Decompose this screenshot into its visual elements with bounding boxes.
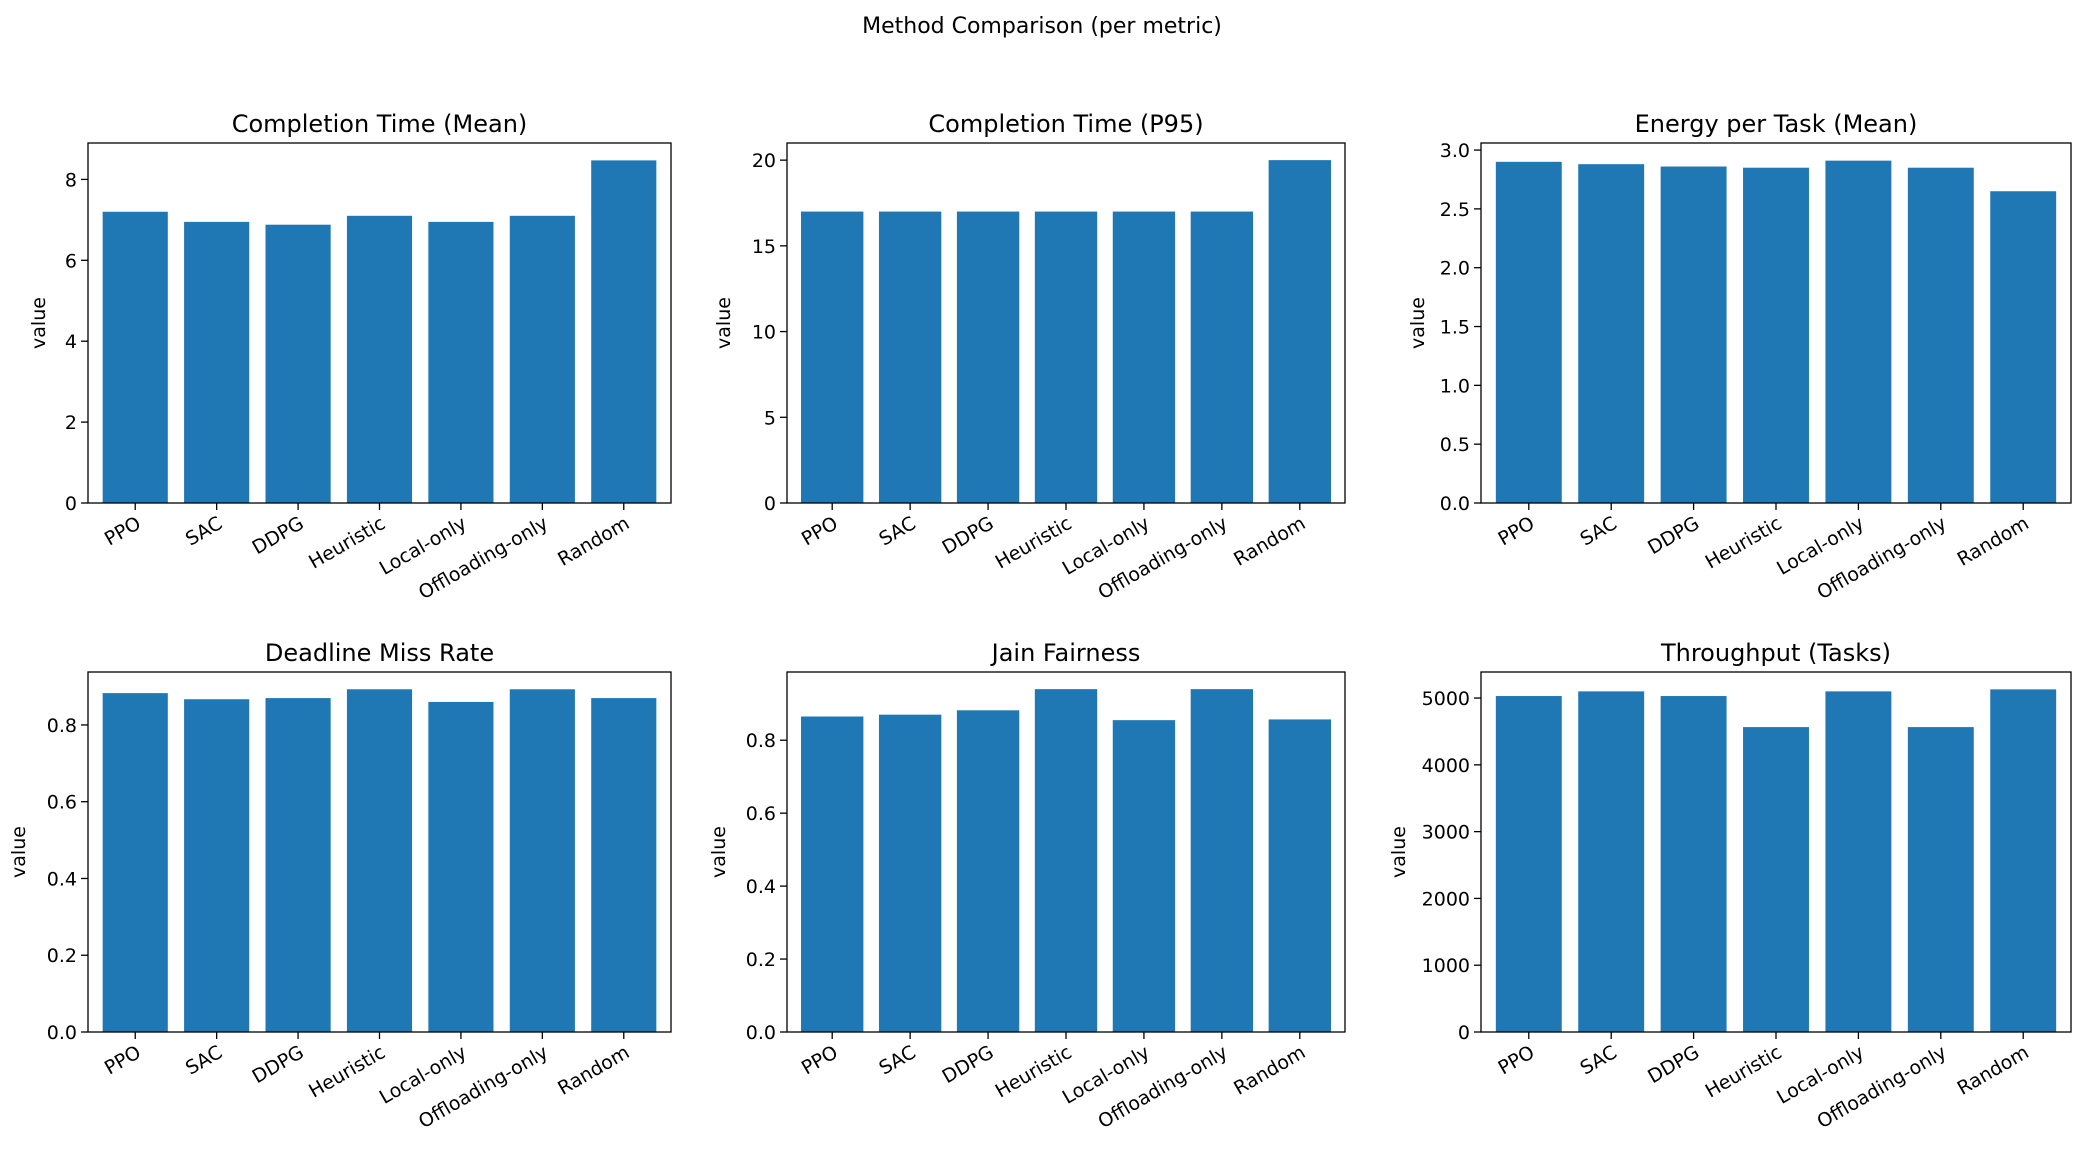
y-tick-label: 2000 (1422, 888, 1470, 910)
y-axis-label: value (1407, 297, 1429, 349)
y-tick-label: 0.0 (1440, 493, 1470, 515)
bar-heuristic (1743, 167, 1809, 503)
y-tick-label: 0.5 (1440, 434, 1470, 456)
bar-heuristic (1743, 727, 1809, 1032)
subplot-title: Jain Fairness (990, 639, 1141, 667)
bar-random (591, 698, 657, 1032)
bar-ddpg (265, 698, 331, 1032)
bar-random (1268, 719, 1331, 1032)
y-tick-label: 0.6 (47, 792, 77, 814)
bar-ppo (102, 693, 168, 1032)
bar-ddpg (1660, 696, 1727, 1032)
bar-ppo (1495, 696, 1562, 1032)
subplot-title: Throughput (Tasks) (1660, 639, 1891, 667)
bar-offloading-only (1907, 727, 1974, 1032)
bar-ddpg (956, 710, 1020, 1032)
y-tick-label: 0.0 (47, 1022, 77, 1044)
bar-heuristic (346, 215, 413, 503)
bar-ppo (801, 211, 864, 503)
subplot-title: Completion Time (Mean) (232, 110, 528, 138)
bar-local-only (1825, 160, 1892, 503)
y-tick-label: 6 (65, 250, 77, 272)
bar-offloading-only (1190, 689, 1254, 1032)
y-axis-label: value (713, 297, 735, 349)
y-axis-label: value (28, 297, 50, 349)
y-tick-label: 1.5 (1440, 317, 1470, 339)
y-tick-label: 0 (764, 493, 776, 515)
y-tick-label: 2.0 (1440, 258, 1470, 280)
y-tick-label: 3.0 (1440, 140, 1470, 162)
bar-sac (878, 714, 942, 1032)
y-tick-label: 0.2 (746, 949, 776, 971)
bar-offloading-only (509, 215, 575, 503)
bar-local-only (1825, 691, 1892, 1032)
bar-ddpg (265, 224, 331, 503)
bar-heuristic (346, 689, 413, 1032)
y-tick-label: 0.8 (746, 730, 776, 752)
y-tick-label: 4000 (1422, 755, 1470, 777)
bar-sac (184, 221, 250, 503)
bar-offloading-only (1907, 167, 1974, 503)
subplot-title: Energy per Task (Mean) (1635, 110, 1918, 138)
bar-ppo (801, 716, 864, 1032)
bar-sac (184, 699, 250, 1032)
bar-sac (1578, 691, 1645, 1032)
y-tick-label: 0 (65, 493, 77, 515)
bar-random (1268, 160, 1331, 503)
y-tick-label: 5 (764, 407, 776, 429)
bar-ddpg (956, 211, 1020, 503)
y-tick-label: 15 (752, 236, 776, 258)
y-tick-label: 0.2 (47, 945, 77, 967)
y-axis-label: value (1388, 826, 1410, 878)
bar-offloading-only (1190, 211, 1254, 503)
bar-random (1990, 689, 2057, 1032)
bar-local-only (1112, 211, 1176, 503)
y-tick-label: 0.4 (746, 876, 776, 898)
y-tick-label: 10 (752, 322, 776, 344)
y-tick-label: 1000 (1422, 955, 1470, 977)
y-tick-label: 5000 (1422, 688, 1470, 710)
bar-ppo (1495, 161, 1562, 503)
bar-random (1990, 191, 2057, 504)
bar-sac (1578, 164, 1645, 503)
bar-ddpg (1660, 166, 1727, 503)
y-tick-label: 0.4 (47, 868, 77, 890)
subplot-title: Completion Time (P95) (928, 110, 1203, 138)
y-tick-label: 0 (1458, 1022, 1470, 1044)
y-tick-label: 4 (65, 331, 77, 353)
y-tick-label: 2.5 (1440, 199, 1470, 221)
bar-heuristic (1034, 689, 1098, 1032)
y-tick-label: 3000 (1422, 822, 1470, 844)
y-tick-label: 0.6 (746, 803, 776, 825)
y-tick-label: 2 (65, 412, 77, 434)
bar-local-only (428, 221, 494, 503)
bar-ppo (102, 211, 168, 503)
y-tick-label: 1.0 (1440, 375, 1470, 397)
bar-offloading-only (509, 689, 575, 1032)
bar-local-only (1112, 720, 1176, 1032)
y-tick-label: 8 (65, 169, 77, 191)
figure-suptitle: Method Comparison (per metric) (862, 14, 1222, 39)
bar-random (591, 160, 657, 503)
y-axis-label: value (708, 826, 730, 878)
y-tick-label: 0.0 (746, 1022, 776, 1044)
subplot-title: Deadline Miss Rate (265, 639, 494, 667)
bar-local-only (428, 701, 494, 1032)
bar-sac (878, 211, 942, 503)
y-tick-label: 20 (752, 150, 776, 172)
y-axis-label: value (8, 826, 30, 878)
y-tick-label: 0.8 (47, 715, 77, 737)
bar-heuristic (1034, 211, 1098, 503)
